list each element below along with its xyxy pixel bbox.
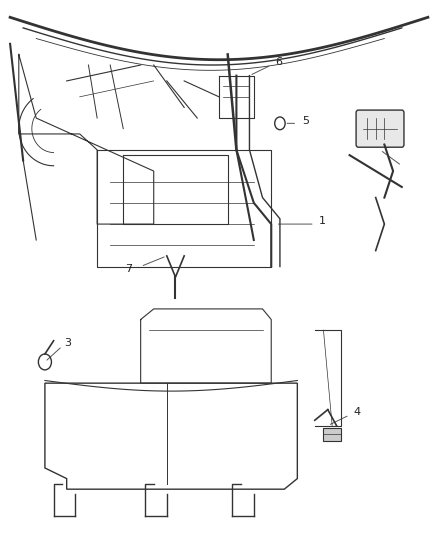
- Text: 5: 5: [302, 116, 309, 126]
- Text: 4: 4: [354, 407, 361, 417]
- Text: 1: 1: [319, 216, 326, 227]
- Bar: [323, 428, 341, 441]
- Text: 3: 3: [64, 338, 71, 349]
- Text: 6: 6: [276, 58, 283, 67]
- Text: 7: 7: [125, 264, 132, 274]
- Text: 2: 2: [382, 140, 389, 150]
- FancyBboxPatch shape: [356, 110, 404, 147]
